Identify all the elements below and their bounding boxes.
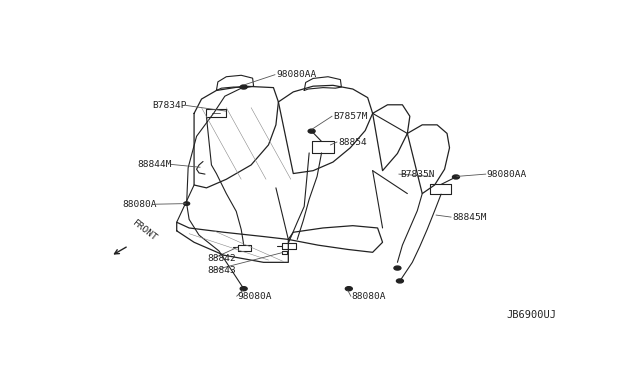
Text: JB6900UJ: JB6900UJ	[506, 310, 556, 320]
Circle shape	[452, 175, 460, 179]
Circle shape	[242, 86, 246, 88]
Text: B7834P: B7834P	[152, 101, 187, 110]
Text: B7857M: B7857M	[333, 112, 367, 121]
Circle shape	[347, 288, 351, 290]
Text: 88842: 88842	[207, 254, 236, 263]
Text: 88844M: 88844M	[137, 160, 172, 169]
Circle shape	[454, 176, 458, 178]
Circle shape	[308, 129, 315, 133]
Text: 98080A: 98080A	[237, 292, 272, 301]
Text: 88080A: 88080A	[122, 200, 157, 209]
Circle shape	[240, 287, 247, 291]
Text: 88843: 88843	[207, 266, 236, 275]
Circle shape	[396, 279, 403, 283]
Text: 98080AA: 98080AA	[486, 170, 527, 179]
Circle shape	[184, 202, 189, 205]
Text: FRONT: FRONT	[131, 218, 159, 243]
Text: 98080AA: 98080AA	[276, 70, 316, 79]
Text: 88854: 88854	[338, 138, 367, 147]
Circle shape	[240, 85, 247, 89]
Circle shape	[242, 288, 246, 290]
Circle shape	[346, 287, 352, 291]
Circle shape	[394, 266, 401, 270]
Text: B7835N: B7835N	[400, 170, 435, 179]
Text: 88080A: 88080A	[352, 292, 387, 301]
Text: 88845M: 88845M	[452, 212, 486, 222]
